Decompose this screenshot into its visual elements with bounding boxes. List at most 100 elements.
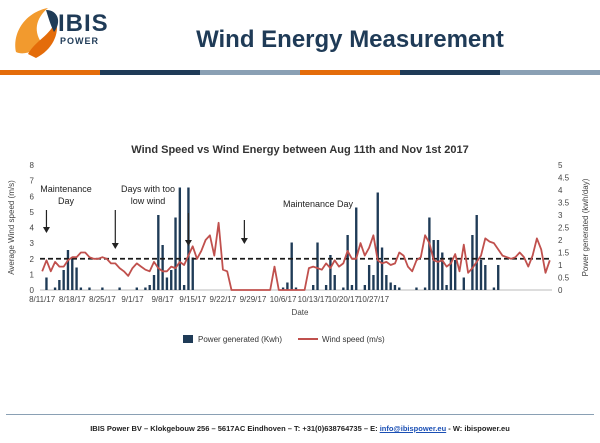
power-bar <box>432 240 435 290</box>
x-tick-label: 9/1/17 <box>121 295 144 304</box>
x-axis-label: Date <box>292 308 309 317</box>
x-tick-label: 8/18/17 <box>59 295 86 304</box>
x-tick-label: 8/11/17 <box>29 295 56 304</box>
power-bar <box>475 215 478 290</box>
divider-segment <box>300 70 400 75</box>
divider-segment <box>200 70 300 75</box>
power-bar <box>445 285 448 290</box>
page-title: Wind Energy Measurement <box>196 26 504 53</box>
legend-bar-swatch <box>183 335 193 343</box>
logo-text: IBIS POWER <box>58 12 109 47</box>
x-tick-label: 8/25/17 <box>89 295 116 304</box>
power-bar <box>367 265 371 290</box>
x-tick-label: 9/15/17 <box>179 295 206 304</box>
legend-power-label: Power generated (Kwh) <box>198 335 282 344</box>
power-bar <box>479 260 483 290</box>
right-tick-label: 3 <box>558 211 563 220</box>
annotation-text: Day <box>58 196 75 206</box>
footer-email-link[interactable]: info@ibispower.eu <box>379 424 447 433</box>
annotation-text: low wind <box>131 196 166 206</box>
power-bar <box>170 270 173 290</box>
power-bar <box>157 215 160 290</box>
right-tick-label: 3.5 <box>558 199 570 208</box>
chart-area: Wind Speed vs Wind Energy between Aug 11… <box>0 80 600 415</box>
right-tick-label: 1.5 <box>558 249 570 258</box>
power-bar <box>385 275 388 290</box>
power-bar <box>436 240 440 290</box>
power-bar <box>380 247 384 290</box>
annotation-text: Maintenance <box>40 184 92 194</box>
power-bar <box>329 255 332 290</box>
power-bar <box>71 257 74 290</box>
power-bar <box>144 287 147 290</box>
power-bar <box>333 275 336 290</box>
power-bar <box>492 287 496 290</box>
power-bar <box>324 285 328 290</box>
wind-chart: Wind Speed vs Wind Energy between Aug 11… <box>7 144 590 344</box>
left-tick-label: 6 <box>30 192 35 201</box>
x-tick-label: 10/13/17 <box>298 295 330 304</box>
power-bar <box>428 217 431 290</box>
header-divider <box>0 70 600 75</box>
power-bar <box>376 192 379 290</box>
power-bar <box>393 285 397 290</box>
power-bar <box>449 257 453 290</box>
left-axis-label: Average Wind speed (m/s) <box>7 180 16 275</box>
power-bar <box>350 285 354 290</box>
power-bar <box>101 287 104 290</box>
right-tick-label: 4.5 <box>558 174 570 183</box>
annotation-arrow-head <box>240 238 248 244</box>
power-bar <box>281 287 285 290</box>
right-tick-label: 5 <box>558 161 563 170</box>
left-tick-label: 7 <box>30 177 35 186</box>
power-bar <box>66 250 70 290</box>
left-tick-label: 0 <box>30 286 35 295</box>
left-tick-label: 2 <box>30 255 35 264</box>
power-bar <box>372 275 375 290</box>
power-bar <box>161 245 164 290</box>
logo-brand-sub: POWER <box>60 36 100 46</box>
x-tick-label: 10/6/17 <box>270 295 297 304</box>
footer-divider <box>6 414 594 415</box>
x-tick-label: 9/22/17 <box>210 295 237 304</box>
power-bar <box>79 287 83 290</box>
left-tick-label: 3 <box>30 239 35 248</box>
right-tick-label: 2 <box>558 236 563 245</box>
power-bar <box>312 285 315 290</box>
right-tick-label: 0 <box>558 286 563 295</box>
divider-segment <box>400 70 500 75</box>
power-bar <box>363 285 367 290</box>
power-bar <box>178 187 182 290</box>
right-axis-label: Power generated (kwh/day) <box>581 178 590 276</box>
annotation-arrow-head <box>42 227 50 233</box>
power-bar <box>398 287 401 290</box>
power-bar <box>135 287 138 290</box>
footer-website-text: - W: ibispower.eu <box>446 424 510 433</box>
x-tick-label: 9/8/17 <box>151 295 174 304</box>
legend-wind-label: Wind speed (m/s) <box>322 335 385 344</box>
power-bar <box>355 207 358 290</box>
power-bar <box>174 217 177 290</box>
power-bar <box>286 282 289 290</box>
divider-segment <box>100 70 200 75</box>
power-bar <box>58 280 61 290</box>
wind-speed-line <box>41 221 551 291</box>
power-bar <box>165 277 169 290</box>
annotation-arrow-head <box>184 240 192 246</box>
power-bar <box>191 257 194 290</box>
power-bar <box>441 252 444 290</box>
annotation-arrow-head <box>111 243 119 249</box>
power-bar <box>497 265 500 290</box>
left-tick-label: 4 <box>30 224 35 233</box>
x-tick-label: 9/29/17 <box>240 295 267 304</box>
power-bar <box>182 285 186 290</box>
right-tick-label: 1 <box>558 261 563 270</box>
chart-title: Wind Speed vs Wind Energy between Aug 11… <box>131 144 468 156</box>
divider-segment <box>0 70 100 75</box>
right-tick-label: 4 <box>558 186 563 195</box>
power-bar <box>88 287 91 290</box>
x-tick-label: 10/20/17 <box>328 295 360 304</box>
power-bar <box>471 235 474 290</box>
power-bar <box>342 287 345 290</box>
annotation-text: Days with too <box>121 184 175 194</box>
